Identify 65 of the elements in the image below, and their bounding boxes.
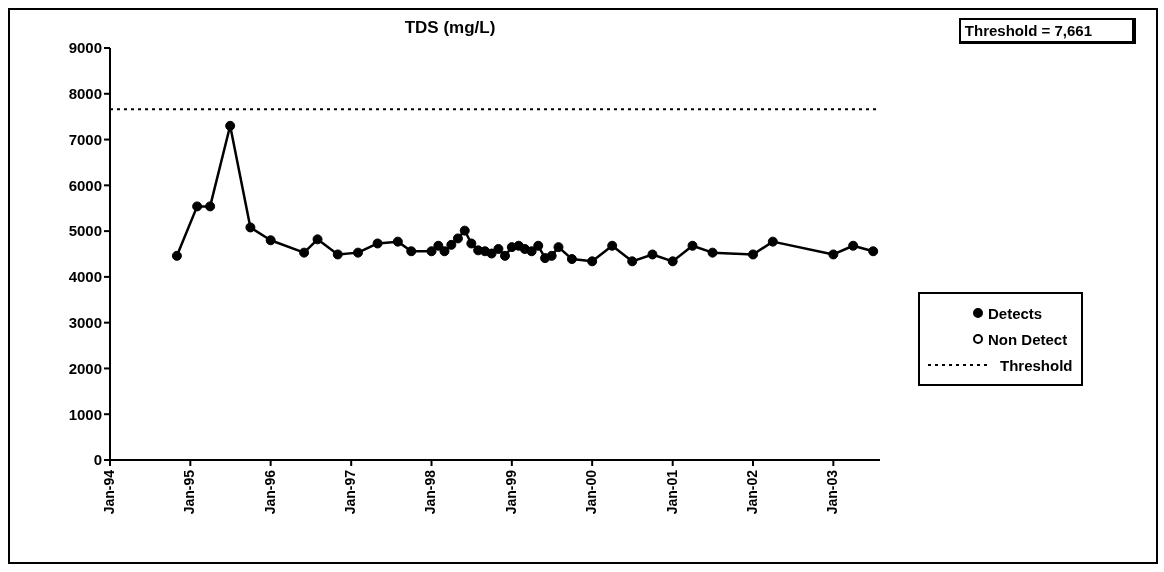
point — [245, 222, 256, 233]
point — [526, 246, 537, 257]
point — [486, 248, 497, 259]
x-tick-label: Jan-98 — [422, 469, 439, 515]
y-tick-label: 1000 — [68, 405, 102, 423]
point — [452, 233, 463, 244]
x-tick-label: Jan-03 — [824, 469, 841, 515]
point — [332, 249, 343, 260]
y-tick-label: 4000 — [68, 268, 102, 286]
chart-title: TDS (mg/L) — [403, 18, 497, 38]
point — [546, 250, 557, 261]
point — [707, 247, 718, 258]
x-tick-label: Jan-96 — [261, 469, 278, 515]
point — [459, 225, 470, 236]
point — [406, 246, 417, 257]
point — [553, 242, 564, 253]
y-tick-label: 5000 — [68, 222, 102, 240]
point — [372, 238, 383, 249]
point — [312, 234, 323, 245]
point — [426, 246, 437, 257]
x-tick-label: Jan-95 — [181, 469, 198, 515]
point — [392, 236, 403, 247]
point — [446, 239, 457, 250]
x-tick-label: Jan-02 — [743, 469, 760, 515]
point — [533, 240, 544, 251]
point — [647, 249, 658, 260]
point — [566, 254, 577, 265]
legend-label: Non Detect — [988, 330, 1068, 348]
point — [868, 246, 879, 257]
point — [587, 256, 598, 267]
point — [439, 246, 450, 257]
legend-label: Threshold — [1000, 356, 1073, 374]
point — [607, 240, 618, 251]
point — [493, 243, 504, 254]
point — [265, 235, 276, 246]
y-tick-label: 8000 — [68, 85, 102, 103]
point — [299, 247, 310, 258]
point — [627, 256, 638, 267]
y-tick-label: 3000 — [68, 313, 102, 331]
y-tick-label: 9000 — [68, 39, 102, 57]
point — [205, 201, 216, 212]
note-box: Threshold = 7,661 — [958, 18, 1136, 44]
x-tick-label: Jan-00 — [583, 469, 600, 515]
x-tick-label: Jan-01 — [663, 469, 680, 515]
point — [828, 249, 839, 260]
y-tick-label: 7000 — [68, 130, 102, 148]
y-tick-label: 0 — [93, 451, 102, 469]
x-tick-label: Jan-94 — [100, 469, 117, 515]
point — [171, 250, 182, 261]
point — [466, 238, 477, 249]
legend-label: Detects — [988, 304, 1043, 322]
point — [225, 120, 236, 131]
point — [767, 236, 778, 247]
point — [687, 240, 698, 251]
point — [353, 247, 364, 258]
point — [667, 256, 678, 267]
y-tick-label: 2000 — [68, 359, 102, 377]
point — [848, 240, 859, 251]
point — [500, 250, 511, 261]
point — [192, 201, 203, 212]
x-tick-label: Jan-97 — [342, 469, 359, 515]
point — [433, 240, 444, 251]
x-tick-label: Jan-99 — [502, 469, 519, 515]
y-tick-label: 6000 — [68, 176, 102, 194]
point — [748, 249, 759, 260]
